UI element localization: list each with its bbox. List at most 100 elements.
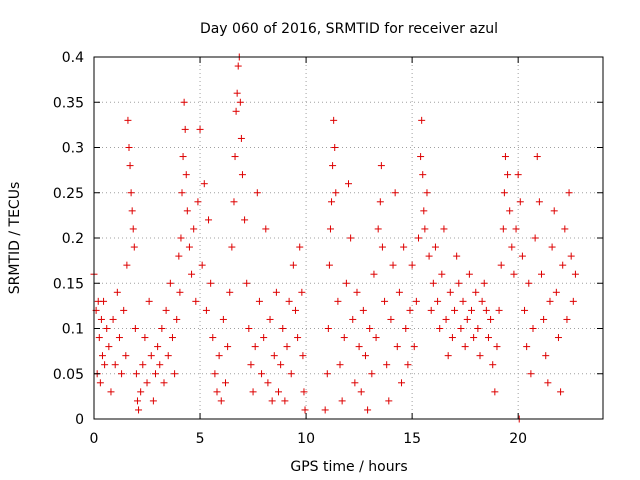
data-point xyxy=(359,306,367,314)
data-point xyxy=(357,388,365,396)
y-tick-label: 0 xyxy=(75,412,84,428)
data-point xyxy=(215,352,223,360)
data-point xyxy=(336,361,344,369)
data-point xyxy=(326,225,334,233)
data-point xyxy=(301,406,309,414)
data-point xyxy=(213,388,221,396)
data-point xyxy=(381,297,389,305)
y-tick-label: 0.35 xyxy=(53,95,84,111)
x-tick-label: 10 xyxy=(297,431,315,447)
data-point xyxy=(232,107,240,115)
data-point xyxy=(130,243,138,251)
data-point xyxy=(183,207,191,215)
data-point xyxy=(542,352,550,360)
data-point xyxy=(324,325,332,332)
data-point xyxy=(185,243,193,251)
data-point xyxy=(398,379,406,387)
y-tick-label: 0.05 xyxy=(53,367,84,383)
data-point xyxy=(141,334,149,342)
data-point xyxy=(209,334,217,342)
data-point xyxy=(463,315,471,323)
data-point xyxy=(100,297,108,305)
data-point xyxy=(376,198,384,206)
data-point xyxy=(126,162,134,170)
data-point xyxy=(525,279,533,287)
data-point xyxy=(103,325,111,332)
data-point xyxy=(298,288,306,296)
data-point xyxy=(238,171,246,179)
data-point xyxy=(226,288,234,296)
data-point xyxy=(345,180,352,188)
data-point xyxy=(453,252,461,260)
data-point xyxy=(550,207,558,215)
data-point xyxy=(332,189,340,197)
data-point xyxy=(180,98,188,106)
data-point xyxy=(389,261,397,269)
data-point xyxy=(264,379,272,387)
data-point xyxy=(385,397,393,405)
data-point xyxy=(255,297,263,305)
data-point xyxy=(408,261,416,269)
data-point xyxy=(101,361,109,369)
data-point xyxy=(294,334,302,342)
data-point xyxy=(272,288,280,296)
data-point xyxy=(205,216,213,224)
data-point xyxy=(97,315,105,323)
data-point xyxy=(154,343,162,351)
data-point xyxy=(325,261,333,269)
data-point xyxy=(194,198,202,206)
data-point xyxy=(391,189,399,197)
data-point xyxy=(493,343,501,351)
data-point xyxy=(567,252,575,260)
data-point xyxy=(287,370,295,378)
data-point xyxy=(393,343,401,351)
data-point xyxy=(395,288,403,296)
data-point xyxy=(472,288,480,296)
data-point xyxy=(107,388,115,396)
data-point xyxy=(377,162,385,170)
data-point xyxy=(402,325,410,332)
data-point xyxy=(176,288,184,296)
data-point xyxy=(128,207,136,215)
data-point xyxy=(139,361,147,369)
data-point xyxy=(504,171,512,179)
data-point xyxy=(342,279,350,287)
data-point xyxy=(207,279,215,287)
data-point xyxy=(404,361,412,369)
y-tick-label: 0.3 xyxy=(62,141,84,157)
data-point xyxy=(489,361,497,369)
data-point xyxy=(353,288,361,296)
data-point xyxy=(470,334,478,342)
data-point xyxy=(355,343,363,351)
data-point xyxy=(262,225,270,233)
data-point xyxy=(224,343,232,351)
data-point xyxy=(127,189,135,197)
data-point xyxy=(461,343,469,351)
x-axis-label: GPS time / hours xyxy=(290,459,407,475)
data-point xyxy=(420,207,428,215)
data-point xyxy=(476,352,484,360)
data-point xyxy=(177,234,185,242)
data-point xyxy=(468,306,476,314)
data-point xyxy=(243,279,251,287)
data-point xyxy=(340,334,348,342)
data-point xyxy=(459,297,467,305)
data-point xyxy=(96,379,104,387)
data-point xyxy=(544,379,552,387)
data-point xyxy=(260,334,268,342)
data-point xyxy=(484,334,492,342)
data-point xyxy=(535,198,543,206)
data-point xyxy=(321,406,329,414)
y-tick-label: 0.4 xyxy=(62,50,84,66)
data-point xyxy=(105,343,113,351)
data-point xyxy=(487,315,495,323)
x-tick-label: 5 xyxy=(196,431,205,447)
data-point xyxy=(289,261,297,269)
data-point xyxy=(514,171,522,179)
data-point xyxy=(563,315,571,323)
data-point xyxy=(521,306,529,314)
data-point xyxy=(368,370,376,378)
data-point xyxy=(429,279,437,287)
